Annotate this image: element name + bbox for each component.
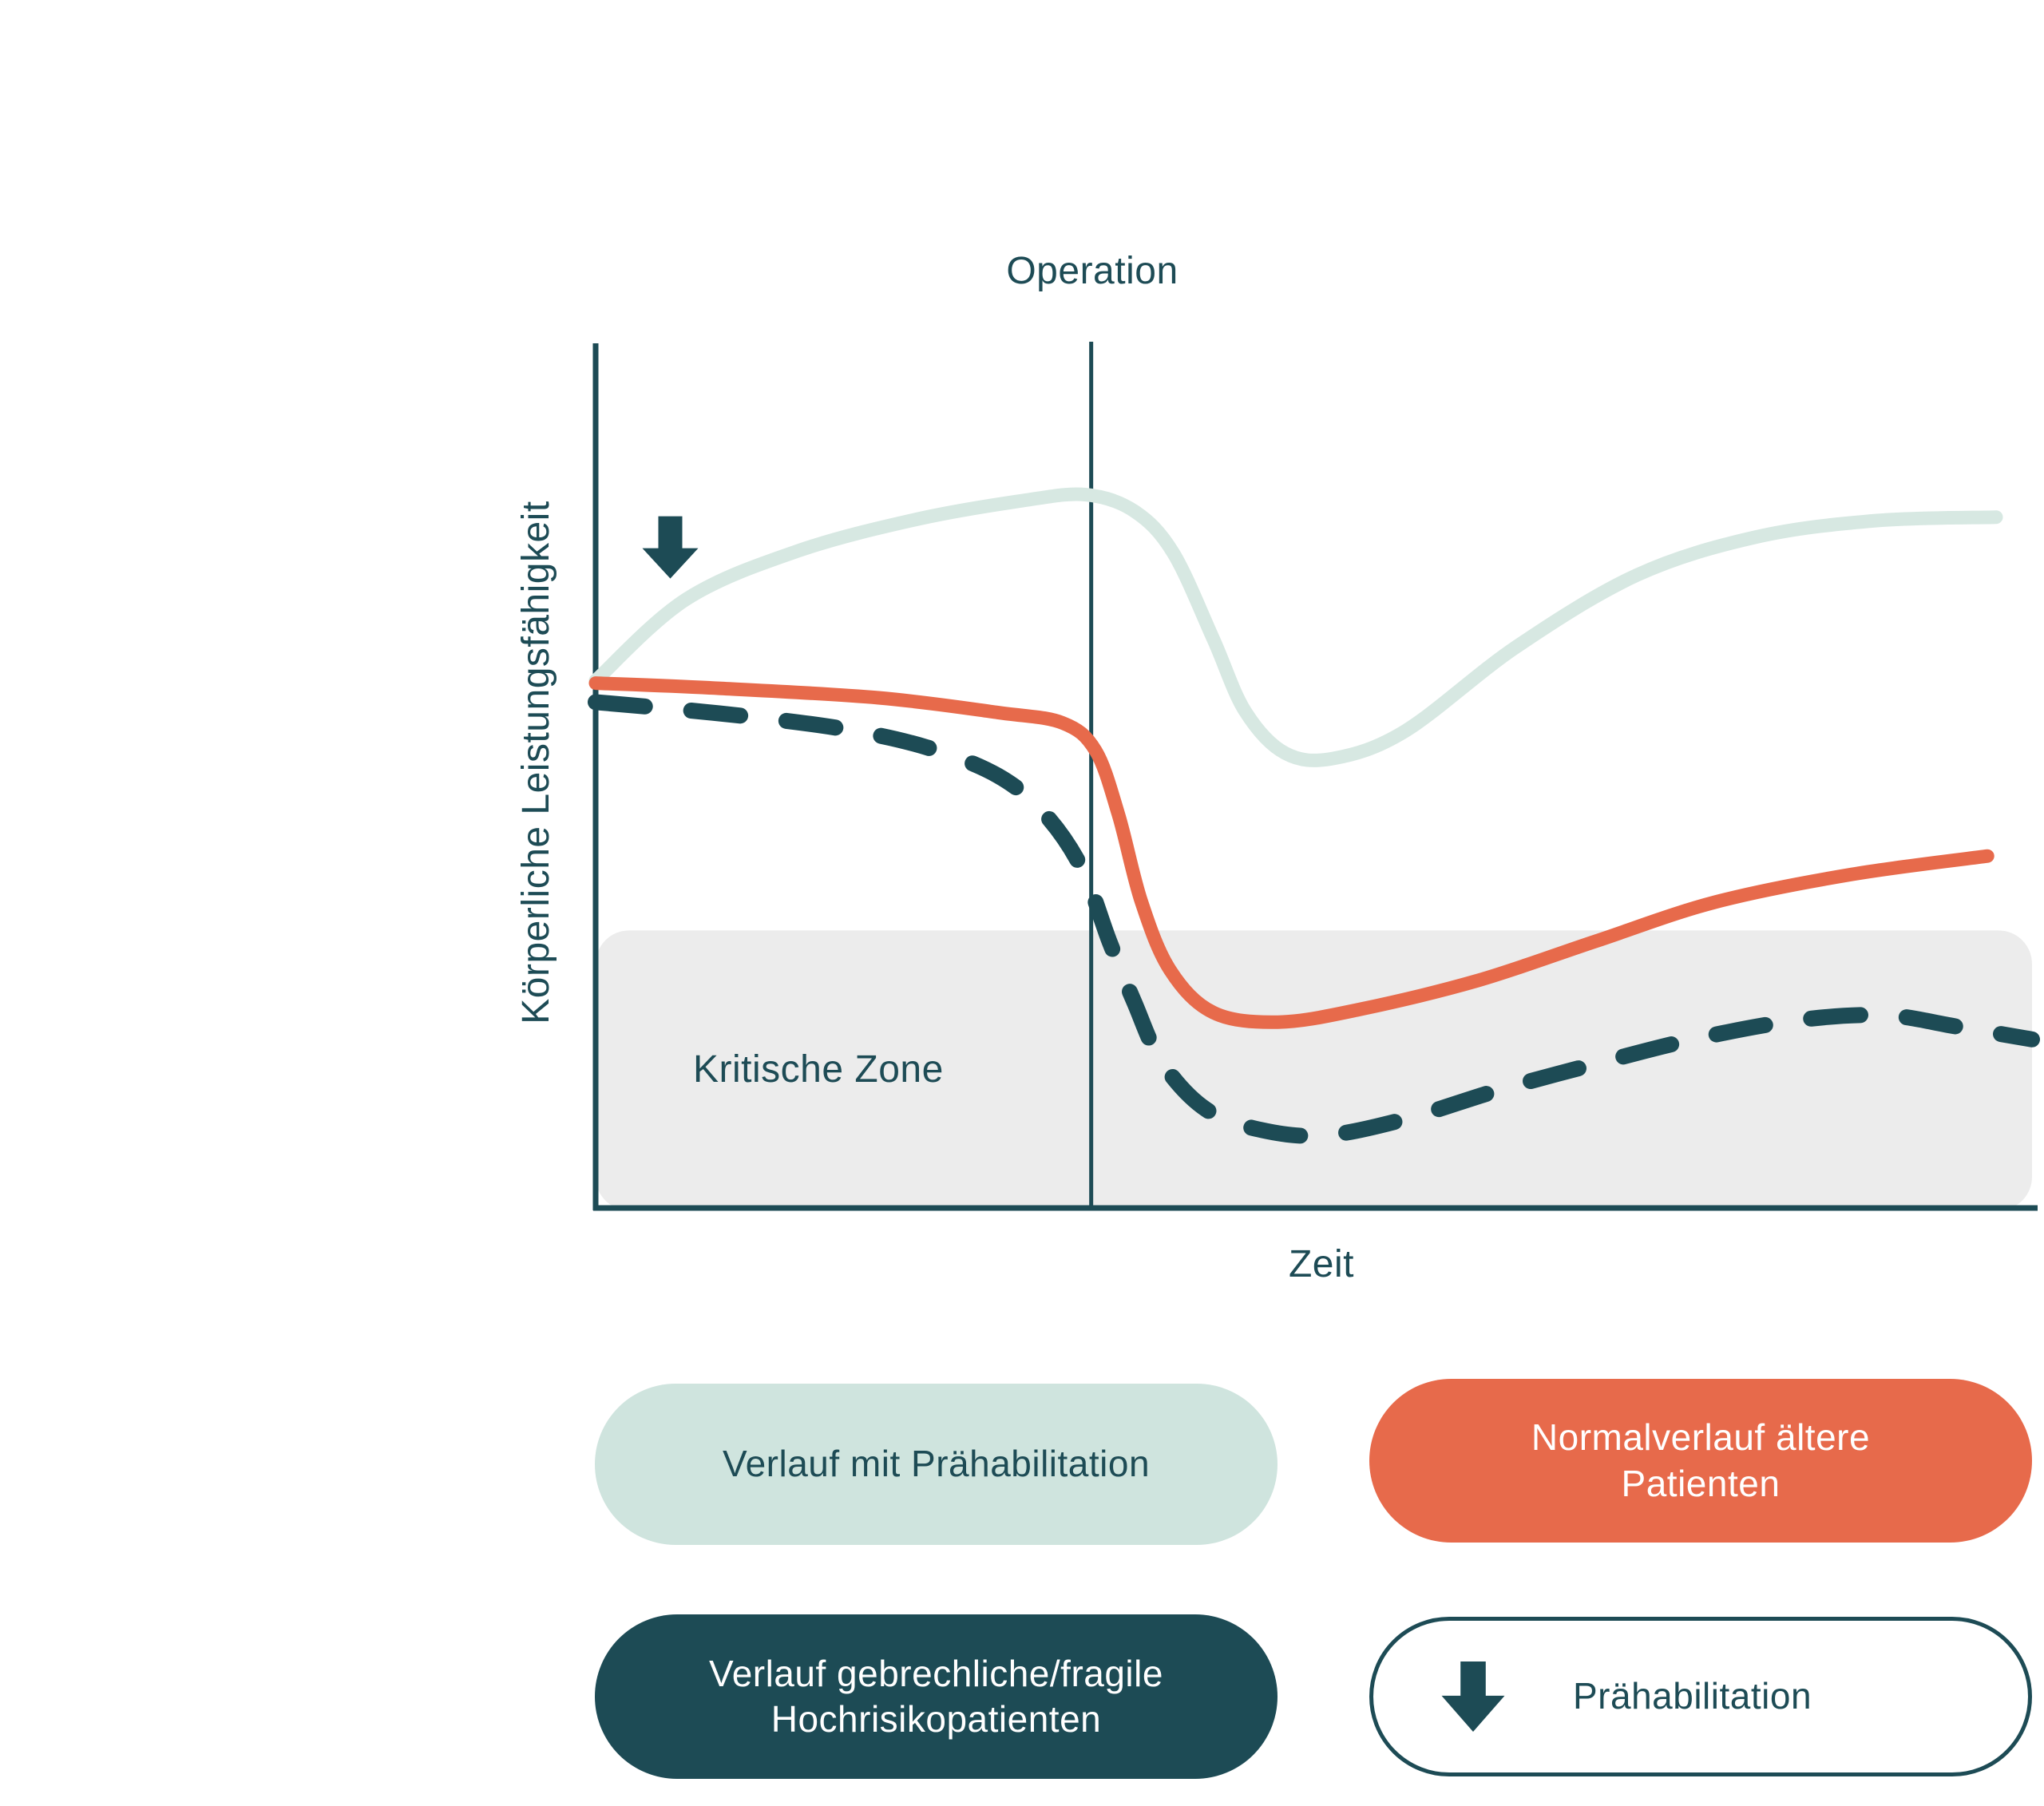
legend-label-prehabilitation: Prähabilitation [1573, 1675, 1812, 1717]
y-axis-label: Körperliche Leistungsfähigkeit [515, 501, 557, 1024]
legend-label-frail-course: Verlauf gebrechliche/fragile Hochrisikop… [709, 1652, 1163, 1741]
legend-pill-prehabilitation: Prähabilitation [1369, 1617, 2032, 1776]
normal-course-line [588, 676, 1994, 1029]
prehab-course-line [588, 487, 2003, 767]
critical-zone-area [596, 930, 2032, 1210]
legend-pill-prehab-course: Verlauf mit Prähabilitation [595, 1384, 1278, 1545]
legend-label-prehab-course: Verlauf mit Prähabilitation [722, 1443, 1151, 1485]
frail-course-line [588, 694, 2040, 1144]
legend-pill-normal-course: Normalverlauf ältere Patienten [1369, 1379, 2032, 1543]
down-arrow-icon [1441, 1661, 1505, 1732]
prehabilitation-arrow-icon [642, 516, 699, 579]
legend-label-normal-course: Normalverlauf ältere Patienten [1531, 1416, 1871, 1504]
x-axis-label: Zeit [1288, 1243, 1354, 1285]
critical-zone-label: Kritische Zone [693, 1048, 944, 1091]
operation-label: Operation [1006, 250, 1178, 292]
legend-pill-frail-course: Verlauf gebrechliche/fragile Hochrisikop… [595, 1614, 1278, 1779]
